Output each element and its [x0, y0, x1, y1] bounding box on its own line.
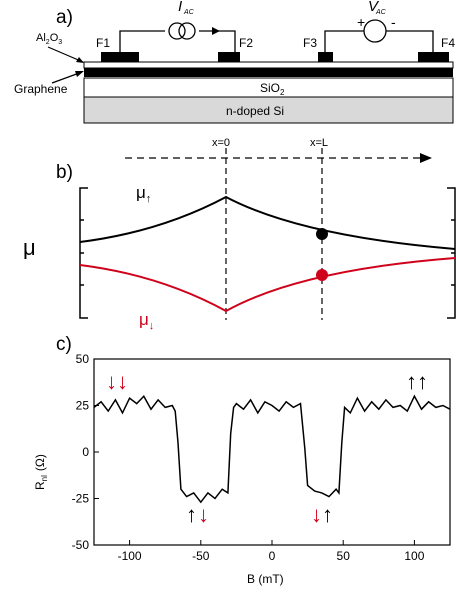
contact-f1 [101, 52, 139, 62]
x-axis-ticks: -100 -50 0 50 100 [118, 540, 425, 563]
contact-f4-label: F4 [441, 36, 455, 50]
graphene-label: Graphene [14, 82, 68, 96]
x-axis-label: B (mT) [247, 572, 284, 586]
voltmeter-minus: - [391, 14, 396, 30]
mu-up-curve [79, 195, 456, 250]
current-source-wires [119, 30, 236, 52]
rnl-curve [93, 394, 451, 504]
dip2-red-arrow: ↓ [311, 502, 322, 527]
dip1-red-arrow: ↓ [198, 502, 209, 527]
distance-axis-head [420, 153, 432, 163]
y-tick-label: -50 [72, 538, 90, 552]
contact-f3 [318, 52, 333, 62]
top-right-arrows: ↑↑ [406, 369, 428, 394]
mu-down-curve [79, 257, 456, 313]
x-tick-label: 100 [404, 549, 424, 563]
x-tick-label: 50 [337, 549, 351, 563]
panel-b: b) x=0 x=L μ μ↑ μ↓ [23, 137, 456, 332]
panel-b-left-frame [79, 187, 88, 319]
current-source-sub: AC [183, 9, 195, 16]
contact-f3-label: F3 [303, 36, 317, 50]
al2o3-layer [83, 61, 454, 69]
y-tick-label: 0 [82, 445, 89, 459]
mu-down-label: μ↓ [139, 310, 154, 332]
contact-f2 [218, 52, 240, 62]
graphene-layer [84, 68, 453, 77]
contact-f1-label: F1 [96, 36, 110, 50]
al2o3-pointer-head [76, 57, 84, 63]
panel-b-right-frame [447, 187, 456, 319]
contact-f2-label: F2 [239, 36, 253, 50]
x-tick-label: 0 [269, 549, 276, 563]
panel-a: a) I AC + - V AC F1 F2 F3 F4 SiO2 n-dope… [14, 0, 455, 124]
marker-xl-label: x=L [310, 137, 328, 149]
current-source-ring-right [178, 22, 196, 40]
mu-down-point [316, 269, 328, 281]
sio2-label: SiO2 [260, 81, 285, 97]
y-tick-label: -25 [72, 492, 90, 506]
marker-x0-label: x=0 [212, 137, 230, 149]
voltmeter-circle [363, 19, 387, 43]
voltmeter-plus: + [357, 14, 365, 30]
x-tick-label: -100 [118, 549, 142, 563]
substrate-label: n-doped Si [226, 104, 284, 118]
graphene-pointer-head [75, 71, 84, 77]
x-tick-label: -50 [192, 549, 210, 563]
dip2-black-arrow: ↑ [322, 502, 333, 527]
top-left-arrows: ↓↓ [106, 369, 128, 394]
y-axis-ticks: 50 25 0 -25 -50 [72, 352, 99, 552]
plot-frame [93, 358, 451, 546]
panel-a-label: a) [56, 7, 73, 28]
y-tick-label: 25 [76, 399, 90, 413]
mu-up-point [316, 228, 328, 240]
mu-up-label: μ↑ [136, 183, 151, 205]
contact-f4 [418, 52, 449, 62]
al2o3-label: Al2O3 [36, 32, 62, 46]
panel-c-label: c) [56, 334, 72, 355]
panel-c: c) 50 25 0 -25 -50 -100 -50 0 50 100 B (mT) Rnl(… [33, 334, 451, 586]
si-substrate [83, 96, 454, 124]
voltmeter-wires [324, 30, 434, 52]
y-axis-label: Rnl(Ω) [33, 454, 49, 490]
current-source-ring-left [168, 22, 186, 40]
y-tick-label: 50 [76, 352, 90, 366]
current-source-label: I [178, 0, 182, 15]
current-direction-arrow [212, 27, 220, 35]
mu-axis-label: μ [23, 235, 36, 260]
voltmeter-label: V [368, 0, 380, 15]
voltmeter-sub: AC [375, 9, 387, 16]
dip1-black-arrow: ↑ [186, 502, 197, 527]
panel-b-label: b) [56, 162, 73, 183]
al2o3-pointer [47, 46, 84, 63]
